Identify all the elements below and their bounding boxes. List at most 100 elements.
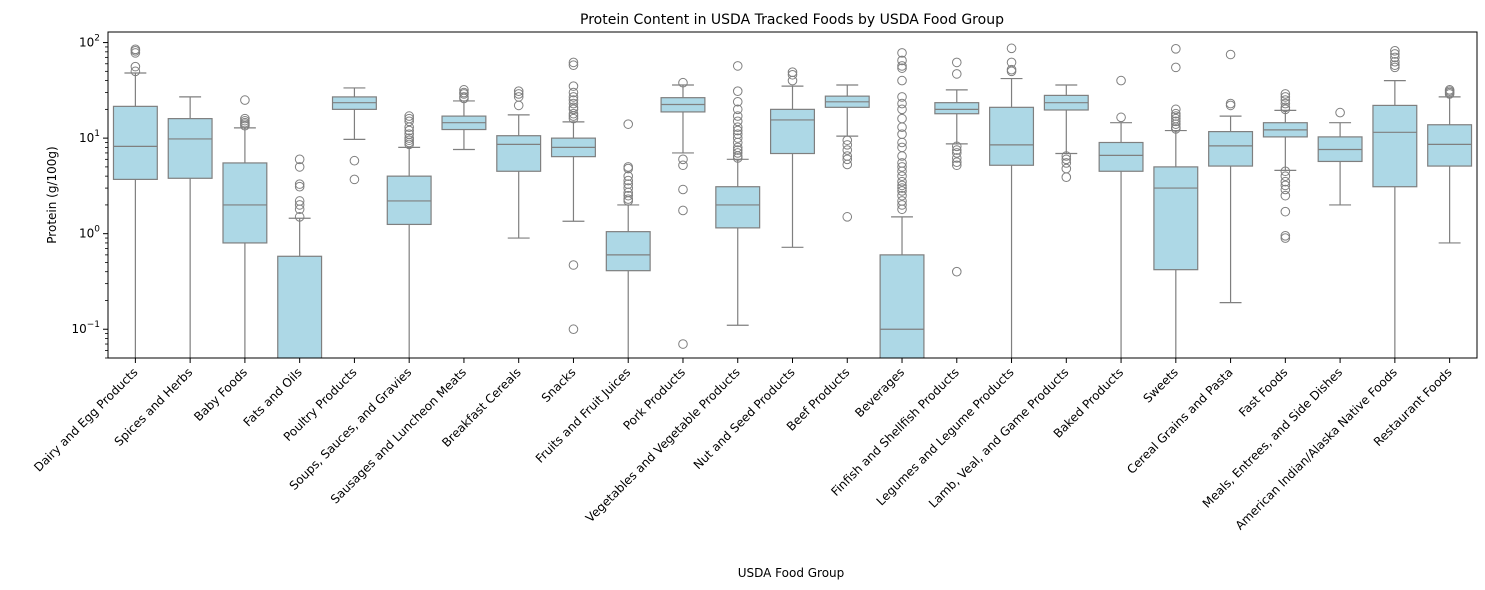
x-tick-label: Sweets — [1141, 365, 1181, 405]
outlier-point — [568, 81, 579, 91]
outlier-point — [732, 148, 743, 158]
outlier-point — [568, 104, 579, 115]
outlier-point — [623, 171, 634, 181]
box-group — [441, 85, 487, 151]
outlier-point — [1280, 89, 1291, 99]
x-tick-label: Nut and Seed Products — [691, 365, 798, 472]
box-group — [1208, 49, 1254, 304]
y-tick-label: 100 — [79, 225, 100, 241]
y-axis-label: Protein (g/100g) — [45, 146, 59, 243]
box-iqr — [934, 102, 980, 115]
outlier-point — [1280, 166, 1291, 177]
outlier-point — [623, 163, 634, 174]
outlier-point — [897, 104, 907, 115]
outlier-point — [1280, 180, 1291, 191]
outlier-point — [732, 116, 743, 127]
outlier-point — [568, 57, 579, 68]
outlier-point — [130, 66, 141, 77]
box-iqr — [715, 186, 761, 229]
box-group — [112, 44, 158, 358]
outlier-point — [732, 104, 743, 115]
outlier-point — [130, 61, 141, 72]
outlier-point — [1390, 60, 1400, 70]
outlier-point — [568, 260, 579, 270]
outlier-point — [1444, 89, 1455, 99]
box-group — [769, 67, 816, 248]
outlier-point — [1280, 176, 1291, 187]
outlier-point — [240, 95, 250, 105]
outlier-point — [1171, 44, 1181, 54]
outlier-point — [732, 61, 743, 71]
outlier-point — [678, 160, 688, 171]
outlier-point — [568, 92, 579, 102]
outlier-point — [951, 145, 962, 155]
outlier-point — [294, 204, 305, 215]
outlier-point — [951, 157, 962, 167]
box-group — [331, 87, 377, 185]
outlier-point — [842, 145, 853, 155]
outlier-point — [1390, 56, 1400, 67]
y-tick-label: 101 — [79, 129, 100, 145]
outlier-point — [1171, 111, 1181, 121]
outlier-point — [568, 108, 579, 119]
x-tick-label: Beverages — [852, 365, 907, 420]
outlier-point — [678, 339, 688, 349]
outlier-point — [1006, 43, 1017, 54]
box-group — [879, 48, 925, 358]
x-tick-label: Fruits and Fruit Juices — [533, 365, 634, 466]
outlier-point — [732, 153, 743, 163]
outlier-point — [459, 89, 469, 99]
outlier-point — [1061, 172, 1072, 182]
outlier-point — [1116, 112, 1126, 123]
outlier-point — [568, 111, 579, 121]
outlier-point — [1280, 233, 1291, 243]
outlier-point — [897, 166, 907, 177]
outlier-point — [1280, 184, 1291, 195]
outlier-point — [732, 137, 743, 148]
outlier-point — [568, 95, 579, 105]
outlier-point — [897, 113, 907, 124]
outlier-point — [1171, 62, 1181, 73]
outlier-point — [897, 75, 907, 86]
outlier-point — [897, 176, 907, 187]
box-group — [1427, 85, 1473, 244]
outlier-point — [1225, 98, 1236, 109]
outlier-point — [1061, 158, 1072, 168]
outlier-point — [1171, 108, 1181, 119]
outlier-point — [897, 55, 907, 66]
box-iqr — [1208, 131, 1254, 167]
box-group — [605, 119, 651, 358]
outlier-point — [404, 111, 414, 121]
box-iqr — [277, 255, 323, 358]
x-tick-label: Baby Foods — [191, 365, 250, 424]
outlier-point — [897, 162, 907, 172]
outlier-point — [404, 125, 414, 136]
outlier-point — [1061, 163, 1072, 174]
box-iqr — [1098, 141, 1144, 172]
outlier-point — [1061, 154, 1072, 165]
x-tick-label: Dairy and Egg Products — [31, 365, 140, 474]
boxes-layer — [112, 43, 1473, 358]
box-group — [1098, 75, 1144, 358]
box-group — [496, 86, 542, 239]
outlier-point — [294, 200, 305, 210]
outlier-point — [1171, 104, 1181, 115]
box-iqr — [222, 162, 268, 244]
outlier-point — [1280, 98, 1291, 109]
outlier-point — [842, 135, 853, 146]
outlier-point — [1006, 66, 1017, 77]
box-group — [167, 96, 213, 358]
box-group — [386, 111, 432, 358]
outlier-point — [951, 153, 962, 163]
outlier-point — [1390, 62, 1400, 73]
box-group — [715, 61, 761, 326]
outlier-point — [732, 145, 743, 155]
box-group — [934, 57, 980, 277]
outlier-point — [568, 324, 579, 335]
outlier-point — [623, 183, 634, 193]
outlier-point — [294, 212, 305, 222]
box-group — [1153, 44, 1199, 358]
outlier-point — [951, 141, 962, 152]
box-iqr — [1427, 124, 1473, 167]
